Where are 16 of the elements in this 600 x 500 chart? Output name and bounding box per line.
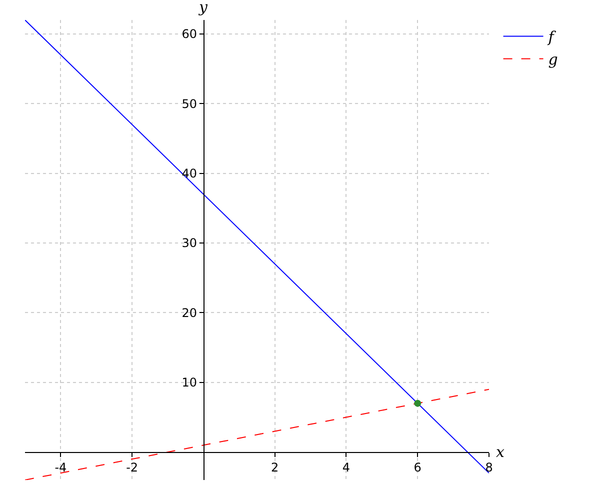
y-axis-title: y [198, 0, 208, 16]
x-tick-label: 6 [414, 460, 422, 475]
y-tick-label: 10 [182, 376, 198, 390]
y-tick-label: 20 [182, 306, 198, 320]
legend-label: f [547, 28, 556, 46]
y-tick-label: 40 [182, 166, 198, 181]
x-tick-label: -2 [126, 460, 138, 475]
x-tick-label: 8 [485, 460, 493, 475]
x-tick-label: 4 [342, 460, 350, 475]
x-tick-label: -4 [54, 460, 67, 475]
y-tick-label: 60 [182, 27, 198, 42]
y-tick-label: 50 [182, 96, 198, 111]
legend-label: g [548, 50, 558, 69]
y-tick-label: 30 [182, 236, 198, 250]
x-axis-title: x [496, 443, 505, 461]
x-tick-label: 2 [271, 460, 279, 475]
